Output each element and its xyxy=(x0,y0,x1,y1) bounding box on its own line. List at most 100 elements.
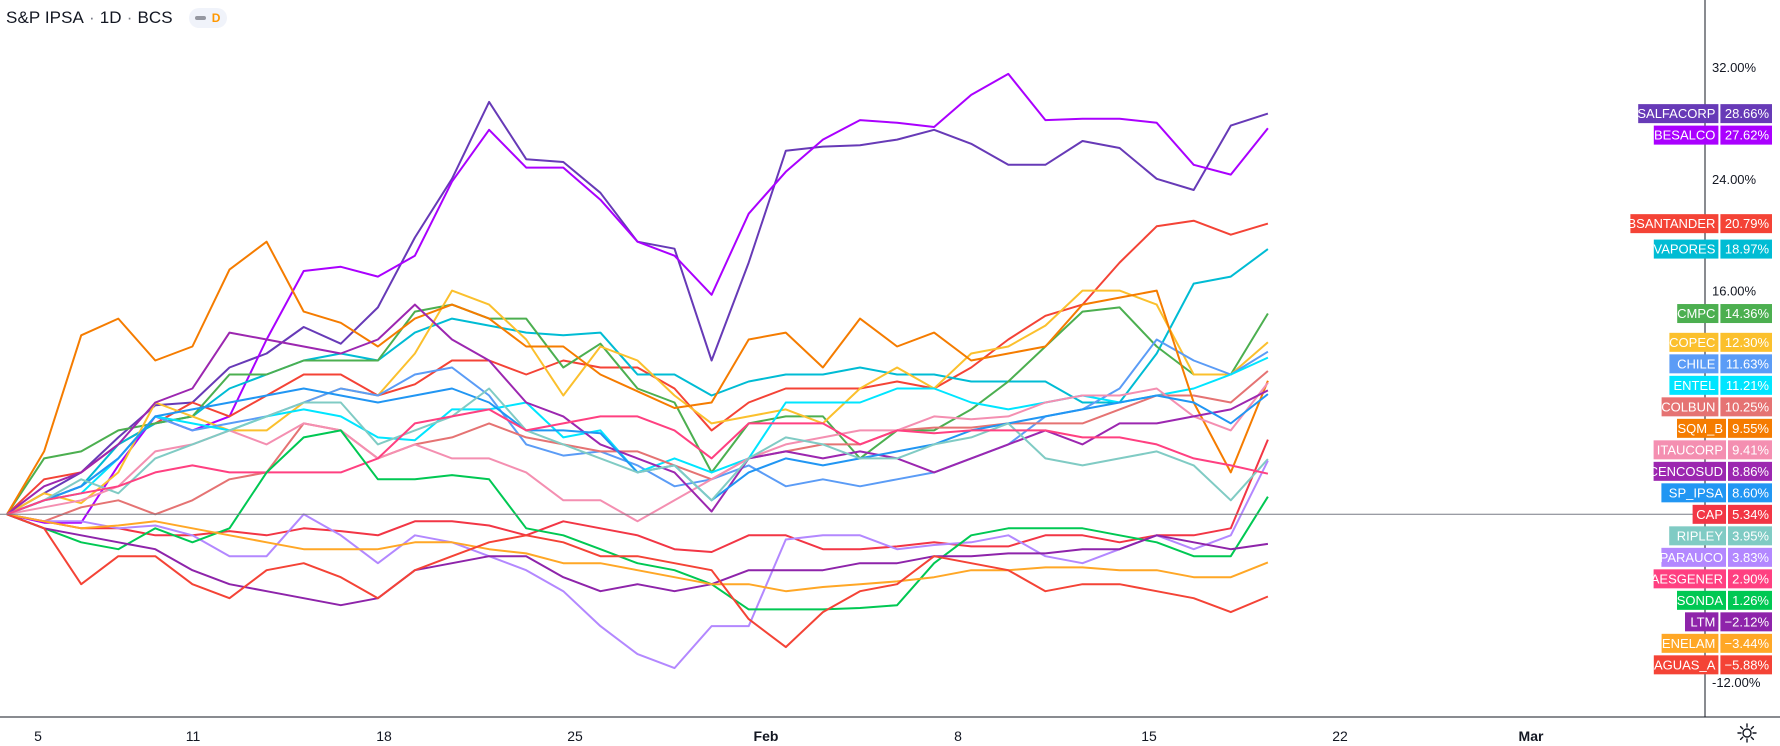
series-name: ENTEL xyxy=(1673,378,1715,393)
series-line-besalco[interactable] xyxy=(6,72,1269,524)
series-name: AGUAS_A xyxy=(1654,657,1716,672)
series-line-sonda[interactable] xyxy=(6,429,1269,611)
series-value: 18.97% xyxy=(1725,242,1770,257)
series-name: COPEC xyxy=(1669,335,1715,350)
series-label-copec: COPEC 12.30% xyxy=(1669,332,1772,352)
series-value: 20.79% xyxy=(1725,216,1770,231)
series-line-parauco[interactable] xyxy=(6,460,1269,670)
series-line-copec[interactable] xyxy=(6,289,1269,516)
series-label-besalco: BESALCO 27.62% xyxy=(1653,125,1772,145)
series-value: 3.83% xyxy=(1732,550,1769,565)
series-label-colbun: COLBUN 10.25% xyxy=(1661,397,1772,417)
series-line-vapores[interactable] xyxy=(6,248,1269,516)
y-tick-label: 32.00% xyxy=(1712,60,1757,75)
series-line-aesgener[interactable] xyxy=(6,408,1269,516)
series-label-itaucorp: ITAUCORP 9.41% xyxy=(1653,440,1772,460)
series-line-cencosud[interactable] xyxy=(6,303,1269,516)
series-name: LTM xyxy=(1690,614,1715,629)
series-value: 5.34% xyxy=(1732,507,1769,522)
series-name: CHILE xyxy=(1677,356,1716,371)
series-value: 9.55% xyxy=(1732,421,1769,436)
series-line-colbun[interactable] xyxy=(6,370,1269,523)
series-line-cap[interactable] xyxy=(6,439,1269,553)
status-badge[interactable]: D xyxy=(188,8,227,28)
series-name: AESGENER xyxy=(1651,571,1723,586)
x-tick-label: 8 xyxy=(954,728,962,744)
series-name: ITAUCORP xyxy=(1657,442,1723,457)
series-name: SP_IPSA xyxy=(1669,485,1724,500)
series-value: 1.26% xyxy=(1732,593,1769,608)
series-name: CENCOSUD xyxy=(1649,464,1723,479)
series-name: CAP xyxy=(1696,507,1723,522)
x-tick-label: 22 xyxy=(1332,728,1348,744)
series-line-ripley[interactable] xyxy=(6,387,1269,516)
x-tick-label: 25 xyxy=(567,728,583,744)
series-value: −2.12% xyxy=(1725,614,1770,629)
series-label-cencosud: CENCOSUD 8.86% xyxy=(1649,461,1772,481)
series-name: RIPLEY xyxy=(1677,528,1724,543)
series-label-entel: ENTEL 11.21% xyxy=(1669,375,1772,395)
series-line-chile[interactable] xyxy=(6,338,1269,516)
series-label-sp_ipsa: SP_IPSA 8.60% xyxy=(1661,483,1772,503)
separator: · xyxy=(88,8,95,27)
series-value: 3.95% xyxy=(1732,528,1769,543)
x-tick-label: 5 xyxy=(34,728,42,744)
series-name: BESALCO xyxy=(1654,128,1715,143)
gear-icon[interactable] xyxy=(1736,722,1758,744)
x-tick-label: 18 xyxy=(376,728,392,744)
series-name: PARAUCO xyxy=(1660,550,1723,565)
x-tick-label: Feb xyxy=(754,728,779,744)
series-line-sqm_b[interactable] xyxy=(6,240,1269,515)
series-value: −5.88% xyxy=(1725,657,1770,672)
y-tick-label: 24.00% xyxy=(1712,172,1757,187)
series-lines xyxy=(6,72,1269,670)
series-line-aguas_a[interactable] xyxy=(6,513,1269,649)
series-label-parauco: PARAUCO 3.83% xyxy=(1660,547,1772,567)
series-value: 10.25% xyxy=(1725,399,1770,414)
series-line-ltm[interactable] xyxy=(6,513,1269,607)
y-axis-ticks[interactable]: 32.00% 24.00% 16.00% -12.00% xyxy=(1712,60,1761,690)
series-name: CMPC xyxy=(1677,306,1715,321)
series-name: ENELAM xyxy=(1662,636,1715,651)
series-label-salfacorp: SALFACORP 28.66% xyxy=(1637,104,1772,124)
series-name: SALFACORP xyxy=(1637,106,1715,121)
series-line-bsantander[interactable] xyxy=(6,219,1269,516)
series-value-labels: SALFACORP 28.66% BESALCO 27.62% BSANTANDER 20… xyxy=(1628,104,1772,675)
series-name: COLBUN xyxy=(1661,399,1715,414)
badge-letter: D xyxy=(211,11,221,25)
series-label-vapores: VAPORES 18.97% xyxy=(1654,239,1772,259)
series-value: 8.86% xyxy=(1732,464,1769,479)
x-tick-label: 15 xyxy=(1141,728,1157,744)
symbol-name[interactable]: S&P IPSA xyxy=(6,8,84,27)
series-label-aesgener: AESGENER 2.90% xyxy=(1651,569,1772,589)
series-value: 14.36% xyxy=(1725,306,1770,321)
series-line-enelam[interactable] xyxy=(6,513,1269,593)
series-value: 11.21% xyxy=(1726,378,1770,393)
interval[interactable]: 1D xyxy=(99,8,122,27)
series-label-bsantander: BSANTANDER 20.79% xyxy=(1628,214,1772,234)
series-label-aguas_a: AGUAS_A −5.88% xyxy=(1653,655,1772,675)
series-name: VAPORES xyxy=(1654,242,1716,257)
series-value: 27.62% xyxy=(1725,128,1770,143)
series-label-chile: CHILE 11.63% xyxy=(1669,354,1772,374)
series-label-cmpc: CMPC 14.36% xyxy=(1677,304,1772,324)
series-label-ripley: RIPLEY 3.95% xyxy=(1669,526,1772,546)
series-name: SONDA xyxy=(1677,593,1724,608)
series-value: 28.66% xyxy=(1725,106,1770,121)
series-label-ltm: LTM −2.12% xyxy=(1685,612,1772,632)
series-value: 2.90% xyxy=(1732,571,1769,586)
series-label-enelam: ENELAM −3.44% xyxy=(1661,633,1772,653)
series-line-cmpc[interactable] xyxy=(6,303,1269,515)
chart-header: S&P IPSA · 1D · BCS D xyxy=(6,6,227,30)
x-tick-label: 11 xyxy=(186,728,201,744)
series-value: −3.44% xyxy=(1725,636,1770,651)
series-label-cap: CAP 5.34% xyxy=(1692,504,1772,524)
y-tick-label: 16.00% xyxy=(1712,284,1757,299)
series-name: SQM_B xyxy=(1677,421,1723,436)
x-axis-ticks[interactable]: 5 11 18 25 Feb 8 15 22 Mar xyxy=(34,728,1544,744)
series-value: 9.41% xyxy=(1732,442,1769,457)
series-value: 12.30% xyxy=(1725,335,1770,350)
separator: · xyxy=(126,8,133,27)
series-name: BSANTANDER xyxy=(1628,216,1716,231)
